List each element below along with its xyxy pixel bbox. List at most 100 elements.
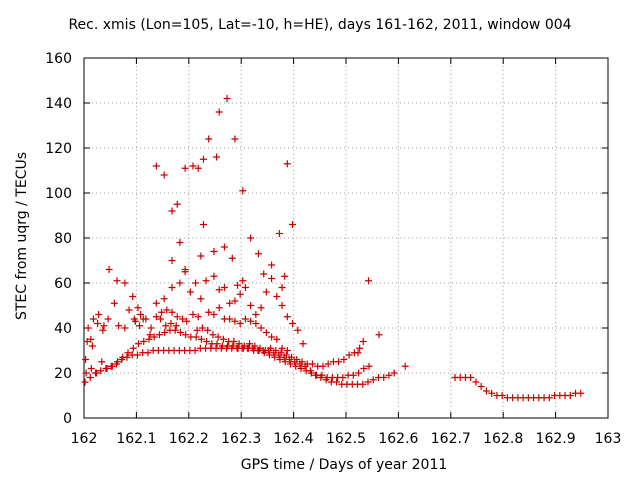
data-point (257, 324, 265, 332)
data-point (262, 329, 270, 336)
data-point (176, 279, 184, 287)
y-tick-label: 140 (45, 96, 72, 112)
data-point (176, 329, 184, 336)
data-point (268, 333, 276, 341)
data-point (364, 378, 372, 386)
x-tick-label: 162.2 (169, 431, 209, 447)
data-point (144, 349, 152, 357)
data-point (209, 331, 217, 339)
x-axis-label: GPS time / Days of year 2011 (240, 457, 448, 473)
data-point (189, 162, 197, 170)
data-point (213, 153, 221, 161)
y-tick-label: 40 (54, 321, 72, 337)
y-tick-label: 60 (54, 276, 72, 292)
data-point (226, 315, 234, 323)
data-point (324, 360, 332, 368)
data-point (134, 304, 142, 312)
data-point (281, 358, 289, 366)
x-tick-label: 162.5 (326, 431, 366, 447)
data-point (83, 338, 91, 345)
data-point (231, 135, 239, 143)
data-point (129, 293, 137, 300)
data-point (176, 239, 184, 246)
data-point (167, 320, 175, 327)
data-point (104, 315, 112, 323)
data-point (110, 299, 118, 307)
grid-lines (84, 58, 608, 418)
data-point (82, 369, 90, 377)
y-tick-label: 80 (54, 231, 72, 247)
data-point (234, 281, 242, 289)
data-point (294, 326, 302, 334)
data-point (160, 171, 168, 179)
data-point (161, 329, 169, 336)
data-point (147, 324, 155, 332)
data-point (179, 315, 187, 323)
data-point (98, 358, 106, 366)
axis-ticks: 162 162.1 162.2 162.3 162.4 162.5 162.6 162.7 16… (45, 51, 621, 447)
data-point (472, 378, 480, 386)
data-point (121, 279, 129, 287)
data-point (318, 371, 326, 379)
data-point (239, 187, 247, 195)
data-point (275, 230, 283, 237)
data-point (308, 360, 316, 368)
data-point (193, 326, 201, 334)
data-point (262, 288, 270, 296)
data-point (172, 322, 180, 330)
data-point (228, 254, 236, 262)
data-point (223, 95, 231, 102)
data-point (241, 284, 249, 291)
data-point (192, 333, 200, 341)
data-point (236, 320, 244, 327)
data-point (354, 349, 362, 357)
data-point (134, 340, 142, 348)
data-point (194, 164, 202, 172)
data-point (204, 326, 212, 334)
data-point (257, 304, 265, 312)
data-point (160, 295, 168, 303)
data-point (281, 272, 289, 280)
data-point (100, 322, 108, 330)
data-point (203, 338, 211, 345)
x-tick-label: 162.9 (536, 431, 576, 447)
data-point (168, 207, 176, 215)
data-point (157, 315, 165, 323)
data-point (286, 360, 294, 368)
data-point (86, 374, 94, 381)
data-point (125, 306, 133, 314)
data-points (81, 95, 585, 402)
y-tick-label: 120 (45, 141, 72, 157)
data-point (181, 164, 189, 172)
data-point (302, 367, 310, 375)
data-point (297, 365, 305, 372)
data-point (87, 365, 95, 372)
data-point (268, 261, 276, 269)
data-point (335, 358, 343, 366)
data-point (283, 347, 291, 354)
data-point (236, 290, 244, 298)
data-point (380, 374, 388, 381)
data-point (272, 347, 280, 354)
data-point (577, 389, 585, 397)
x-tick-label: 162.1 (116, 431, 156, 447)
data-point (173, 200, 181, 208)
data-point (359, 380, 367, 388)
data-point (94, 320, 102, 327)
data-point (162, 322, 170, 330)
data-point (220, 284, 228, 291)
data-point (289, 320, 297, 327)
data-point (140, 338, 148, 345)
data-point (168, 308, 176, 316)
data-point (278, 302, 286, 309)
x-tick-label: 162.3 (221, 431, 261, 447)
data-point (131, 317, 139, 325)
data-point (282, 351, 290, 359)
data-point (114, 358, 122, 366)
data-point (247, 302, 255, 309)
data-point (251, 342, 259, 350)
data-point (99, 326, 107, 334)
data-point (349, 371, 357, 379)
y-tick-label: 20 (54, 366, 72, 382)
data-point (105, 266, 113, 273)
